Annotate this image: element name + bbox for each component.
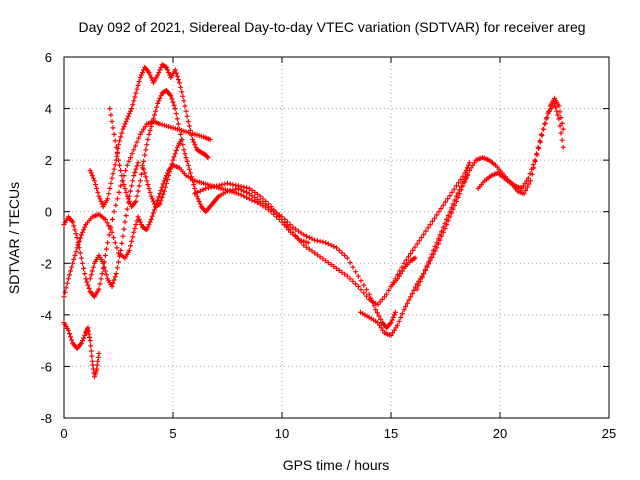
data-track-2 — [61, 320, 102, 380]
x-tick-label: 5 — [169, 426, 176, 441]
data-track-5 — [140, 137, 185, 210]
y-tick-label: 6 — [45, 50, 52, 65]
data-track-8 — [388, 255, 418, 289]
chart-title: Day 092 of 2021, Sidereal Day-to-day VTE… — [78, 19, 585, 35]
y-tick-labels: -8 -6 -4 -2 0 2 4 6 — [40, 50, 52, 426]
x-tick-labels: 0 5 10 15 20 25 — [60, 426, 616, 441]
y-tick-label: -4 — [40, 308, 52, 323]
x-tick-label: 25 — [602, 426, 616, 441]
x-axis-label: GPS time / hours — [283, 457, 390, 473]
y-tick-label: -8 — [40, 411, 52, 426]
data-track-9 — [414, 173, 470, 292]
data-track-10 — [475, 95, 566, 197]
data-track-3 — [87, 62, 211, 210]
data-track-4 — [107, 88, 398, 331]
data-track-6 — [192, 160, 472, 307]
x-tick-label: 0 — [60, 426, 67, 441]
y-tick-label: -6 — [40, 359, 52, 374]
data-points — [61, 62, 566, 380]
data-track-0 — [61, 119, 213, 300]
data-track-11 — [87, 160, 141, 289]
x-tick-label: 20 — [493, 426, 507, 441]
data-track-7 — [358, 100, 566, 338]
y-tick-label: 0 — [45, 205, 52, 220]
gridlines — [64, 57, 609, 418]
y-tick-label: 4 — [45, 102, 52, 117]
x-tick-label: 15 — [384, 426, 398, 441]
y-tick-label: 2 — [45, 153, 52, 168]
x-tick-label: 10 — [275, 426, 289, 441]
axis-ticks — [63, 56, 610, 419]
plot-frame — [63, 56, 610, 419]
y-axis-label: SDTVAR / TECUs — [6, 182, 22, 294]
y-tick-label: -2 — [40, 256, 52, 271]
